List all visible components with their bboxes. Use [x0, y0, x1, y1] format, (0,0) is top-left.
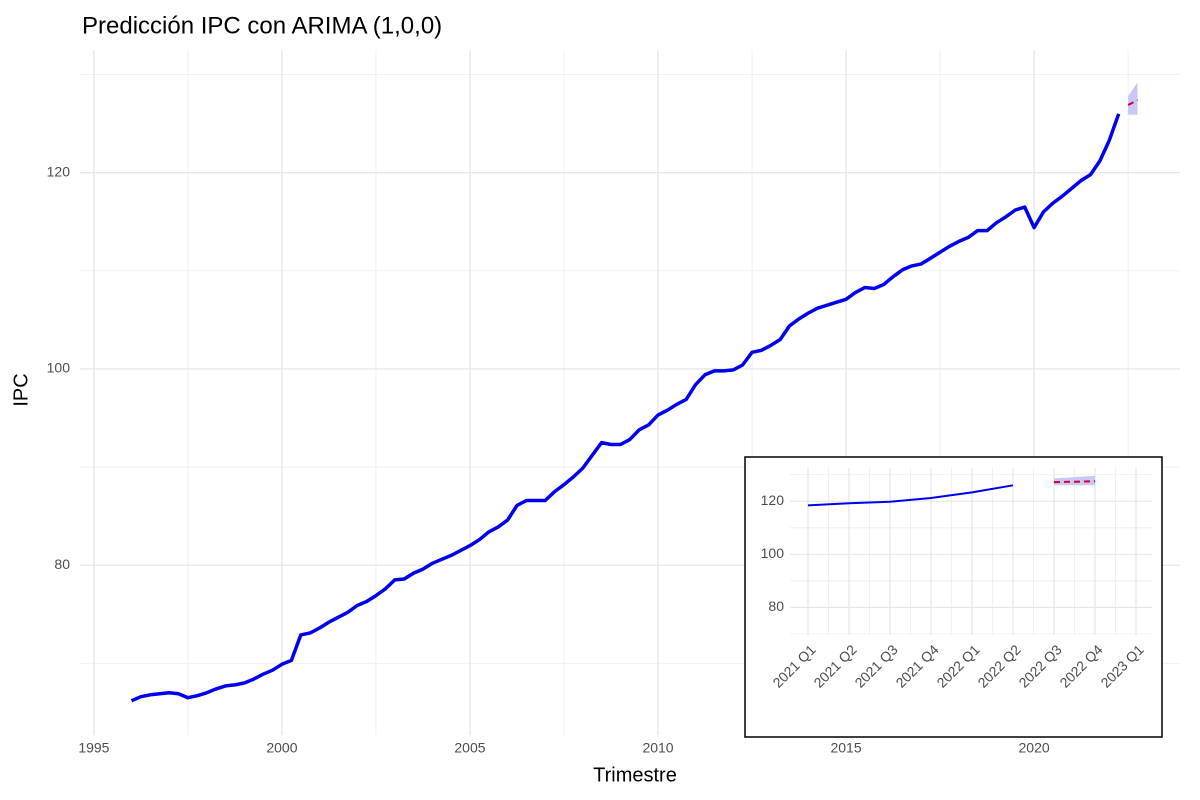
- confidence-band: [1128, 82, 1138, 115]
- x-tick-label: 2015: [830, 740, 861, 756]
- x-tick-label: 2005: [454, 740, 485, 756]
- y-axis-title: IPC: [10, 373, 32, 406]
- x-tick-label: 2020: [1019, 740, 1050, 756]
- x-tick-label: 1995: [78, 740, 109, 756]
- inset-y-tick-label: 120: [761, 492, 785, 508]
- series-line: [130, 113, 1121, 703]
- chart-title: Predicción IPC con ARIMA (1,0,0): [82, 12, 442, 39]
- y-tick-label: 80: [54, 556, 70, 572]
- y-tick-label: 100: [47, 360, 71, 376]
- x-tick-label: 2010: [642, 740, 673, 756]
- x-axis-title: Trimestre: [593, 764, 677, 786]
- inset-y-tick-label: 100: [761, 545, 785, 561]
- inset-series-line: [807, 484, 1014, 507]
- inset-y-tick-label: 80: [768, 598, 784, 614]
- inset-forecast-line: [1053, 480, 1096, 484]
- inset-frame: [744, 456, 1163, 738]
- x-tick-label: 2000: [266, 740, 297, 756]
- forecast-line: [1127, 99, 1138, 106]
- y-tick-label: 120: [47, 163, 71, 179]
